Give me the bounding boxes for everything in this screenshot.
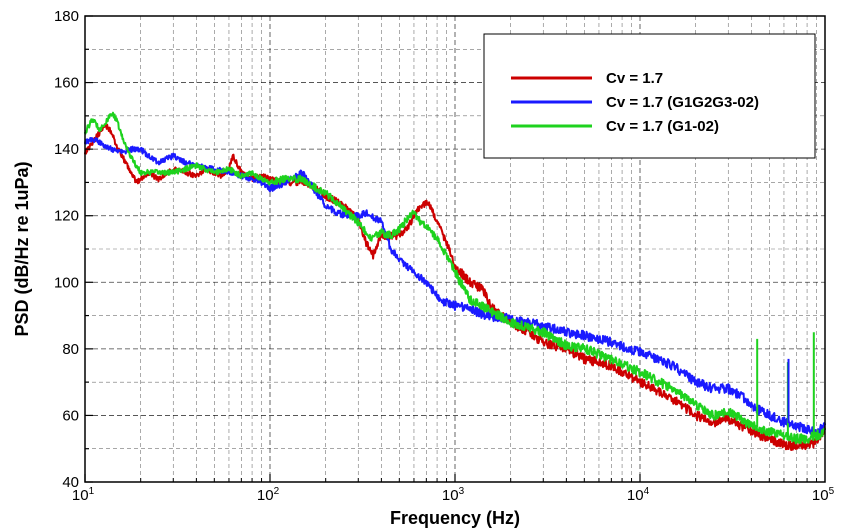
legend-label-3: Cv = 1.7 (G1-02) bbox=[606, 118, 719, 135]
y-tick-label: 100 bbox=[54, 274, 79, 291]
legend-label-1: Cv = 1.7 bbox=[606, 70, 663, 87]
x-tick-label: 101 bbox=[72, 486, 95, 504]
legend: Cv = 1.7 Cv = 1.7 (G1G2G3-02) Cv = 1.7 (G1… bbox=[483, 33, 816, 159]
data-series bbox=[84, 111, 826, 451]
x-tick-label: 104 bbox=[627, 486, 650, 504]
y-tick-label: 180 bbox=[54, 8, 79, 25]
y-tick-label: 40 bbox=[62, 474, 79, 491]
x-tick-labels: 101 102 103 104 105 bbox=[72, 486, 835, 504]
y-tick-label: 60 bbox=[62, 407, 79, 424]
x-tick-label: 102 bbox=[257, 486, 280, 504]
y-tick-label: 140 bbox=[54, 141, 79, 158]
y-tick-labels: 40 60 80 100 120 140 160 180 bbox=[54, 8, 79, 491]
series-line-3 bbox=[84, 111, 826, 445]
legend-box bbox=[483, 33, 816, 159]
y-tick-label: 160 bbox=[54, 75, 79, 92]
x-tick-label: 103 bbox=[442, 486, 465, 504]
axis-ticks bbox=[84, 15, 818, 483]
x-axis-title: Frequency (Hz) bbox=[390, 508, 520, 528]
y-tick-label: 80 bbox=[62, 341, 79, 358]
x-tick-label: 105 bbox=[812, 486, 835, 504]
y-tick-label: 120 bbox=[54, 208, 79, 225]
y-axis-title: PSD (dB/Hz re 1uPa) bbox=[12, 161, 32, 336]
legend-label-2: Cv = 1.7 (G1G2G3-02) bbox=[606, 94, 759, 111]
